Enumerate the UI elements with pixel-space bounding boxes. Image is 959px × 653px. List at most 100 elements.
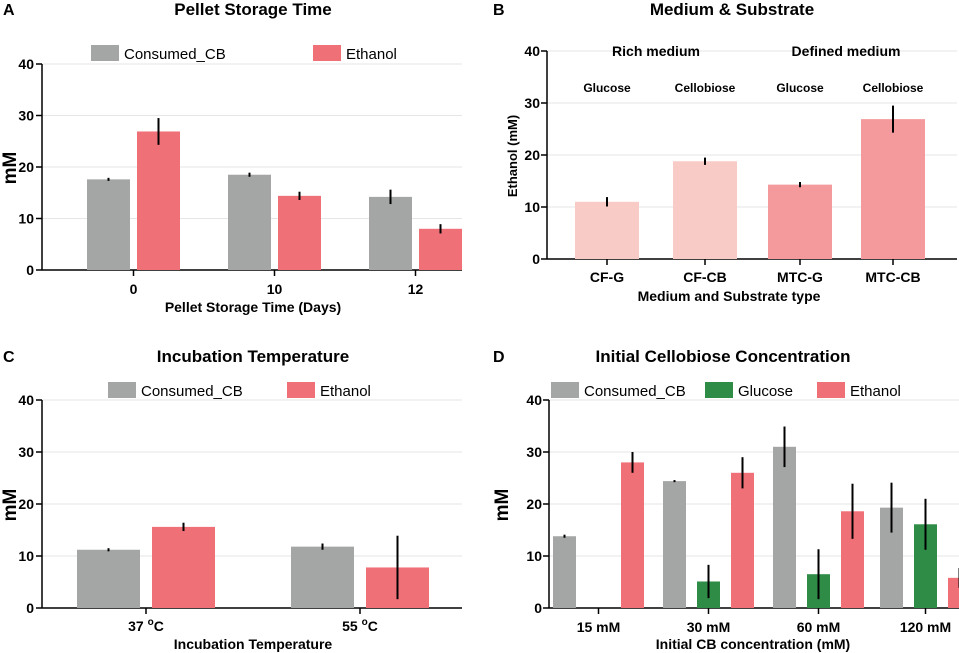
panel-d-letter: D <box>493 349 505 366</box>
x-tick-label: 12 <box>408 281 424 297</box>
y-tick-label: 20 <box>526 496 542 512</box>
x-tick-label: MTC-G <box>777 269 823 285</box>
x-tick-label: 120 mM <box>900 619 951 635</box>
bar-consumed-cb <box>291 546 354 608</box>
bar-consumed-cb <box>553 536 576 608</box>
bar-ethanol <box>731 472 754 608</box>
legend-label: Ethanol <box>850 383 901 400</box>
substrate-label: Cellobiose <box>675 81 736 95</box>
x-tick-value: 37 <box>128 618 147 634</box>
group-label-defined: Defined medium <box>792 43 901 59</box>
panel-d-ylabel: mM <box>492 489 513 522</box>
x-tick-label: 60 mM <box>797 619 841 635</box>
legend-swatch-glucose <box>705 382 733 398</box>
panel-a-ylabel: mM <box>0 152 21 185</box>
bar-ethanol-cf-cb <box>673 161 737 259</box>
group-label-rich: Rich medium <box>612 43 700 59</box>
panel-a-letter: A <box>3 2 15 19</box>
bar-consumed-cb <box>77 549 140 608</box>
x-tick-label: 0 <box>130 281 138 297</box>
bar-ethanol <box>152 526 215 608</box>
x-tick-label: 37 oC <box>128 617 164 634</box>
legend-swatch-consumed-cb <box>91 45 119 61</box>
panel-b-letter: B <box>493 2 505 19</box>
legend-swatch-ethanol <box>313 45 341 61</box>
bar-ethanol <box>137 131 180 270</box>
bar-consumed-cb <box>773 446 796 608</box>
substrate-label: Glucose <box>583 81 631 95</box>
legend-label: Consumed_CB <box>124 46 226 63</box>
y-tick-label: 10 <box>18 211 34 227</box>
y-tick-label: 40 <box>18 392 34 408</box>
legend-label: Consumed_CB <box>584 383 686 400</box>
panel-a-xlabel: Pellet Storage Time (Days) <box>165 299 341 315</box>
bar-ethanol <box>948 577 959 608</box>
bar-consumed-cb <box>880 507 903 608</box>
legend-label: Ethanol <box>320 383 371 400</box>
y-tick-label: 30 <box>18 444 34 460</box>
x-tick-label: CF-CB <box>683 269 727 285</box>
bar-ethanol-mtc-cb <box>861 119 925 260</box>
x-tick-label: CF-G <box>590 269 624 285</box>
x-tick-unit: C <box>154 618 164 634</box>
y-tick-label: 20 <box>524 147 540 163</box>
x-tick-unit: C <box>368 618 378 634</box>
bar-ethanol-cf-g <box>575 201 639 259</box>
y-tick-label: 10 <box>524 199 540 215</box>
panel-c-title: Incubation Temperature <box>157 347 349 366</box>
y-tick-label: 10 <box>526 548 542 564</box>
bar-ethanol-mtc-g <box>768 184 832 259</box>
panel-b-xlabel: Medium and Substrate type <box>638 288 821 304</box>
y-tick-label: 40 <box>526 392 542 408</box>
legend-swatch-consumed-cb <box>108 382 136 398</box>
bar-consumed-cb <box>228 174 271 270</box>
y-tick-label: 30 <box>524 95 540 111</box>
substrate-label: Cellobiose <box>863 81 924 95</box>
y-tick-label: 0 <box>532 251 540 267</box>
x-tick-label: 15 mM <box>577 619 621 635</box>
substrate-label: Glucose <box>776 81 824 95</box>
bar-ethanol <box>841 511 864 608</box>
panel-c-letter: C <box>3 349 15 366</box>
legend-swatch-ethanol <box>817 382 845 398</box>
y-tick-label: 0 <box>26 262 34 278</box>
x-tick-label: 55 oC <box>342 617 378 634</box>
y-tick-label: 20 <box>18 496 34 512</box>
y-tick-label: 30 <box>526 444 542 460</box>
bar-consumed-cb <box>87 179 130 270</box>
bar-consumed-cb <box>663 481 686 608</box>
y-tick-label: 0 <box>26 600 34 616</box>
x-tick-label: 30 mM <box>687 619 731 635</box>
x-tick-value: 55 <box>342 618 361 634</box>
bar-ethanol <box>419 228 462 270</box>
legend-swatch-consumed-cb <box>551 382 579 398</box>
x-tick-label: 10 <box>267 281 283 297</box>
y-tick-label: 30 <box>18 108 34 124</box>
y-tick-label: 0 <box>534 600 542 616</box>
panel-d: D Initial Cellobiose Concentration mM In… <box>492 347 959 652</box>
bar-ethanol <box>278 195 321 270</box>
y-tick-label: 40 <box>524 43 540 59</box>
y-tick-label: 40 <box>18 56 34 72</box>
legend-label: Ethanol <box>346 46 397 63</box>
degree-symbol: o <box>148 617 154 628</box>
panel-b: B Medium & Substrate Ethanol (mM) Medium… <box>493 0 957 304</box>
panel-a: A Pellet Storage Time mM Pellet Storage … <box>0 0 462 315</box>
panel-c: C Incubation Temperature mM Incubation T… <box>0 347 462 652</box>
y-tick-label: 20 <box>18 159 34 175</box>
degree-symbol: o <box>362 617 368 628</box>
legend-label: Consumed_CB <box>141 383 243 400</box>
bar-glucose <box>914 524 937 608</box>
panel-b-title: Medium & Substrate <box>650 0 814 19</box>
panel-a-title: Pellet Storage Time <box>174 0 331 19</box>
legend-label: Glucose <box>738 383 793 400</box>
panel-c-xlabel: Incubation Temperature <box>174 636 333 652</box>
legend-swatch-ethanol <box>287 382 315 398</box>
panel-d-title: Initial Cellobiose Concentration <box>595 347 850 366</box>
x-tick-label: MTC-CB <box>865 269 920 285</box>
bar-ethanol <box>621 462 644 608</box>
bar-consumed-cb <box>369 196 412 270</box>
panel-b-ylabel: Ethanol (mM) <box>505 115 520 197</box>
panel-d-xlabel: Initial CB concentration (mM) <box>656 636 850 652</box>
